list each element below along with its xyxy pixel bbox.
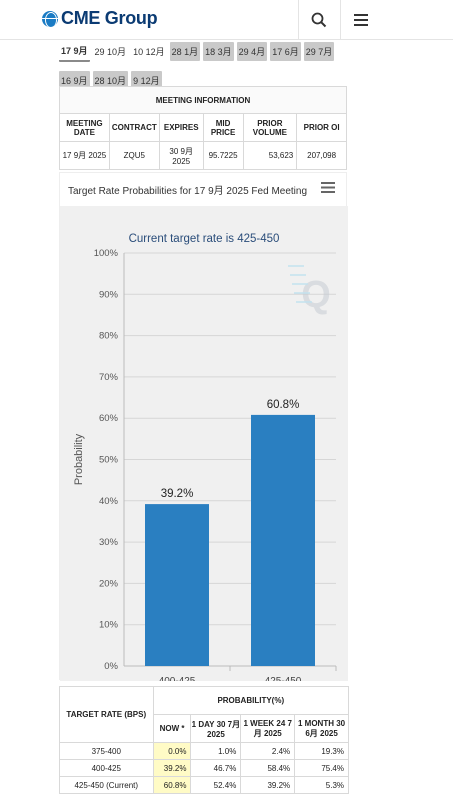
svg-text:Q: Q bbox=[301, 274, 331, 316]
hamburger-menu-icon bbox=[353, 14, 368, 26]
data-label: 39.2% bbox=[161, 488, 194, 500]
column-header: PRIOR OI bbox=[296, 113, 347, 142]
meeting-date-tab[interactable]: 10 12月 bbox=[131, 41, 167, 61]
x-tick-label: 400-425 bbox=[159, 676, 196, 681]
y-axis-title: Probability bbox=[73, 433, 85, 485]
target-rate-cell: 400-425 bbox=[59, 759, 154, 777]
chart-header-title: Target Rate Probabilities for 17 9月 2025… bbox=[68, 186, 308, 197]
mid-price-cell: 95.7225 bbox=[202, 141, 244, 170]
table-row: 17 9月 2025 ZQU5 30 9月 2025 95.7225 53,62… bbox=[59, 141, 347, 170]
probability-cell: 60.8% bbox=[152, 776, 192, 794]
tab-row: 17 9月 29 10月 10 12月 28 1月 18 3月 29 4月 17 6月 29 … bbox=[59, 40, 349, 62]
meeting-date-tab[interactable]: 29 10月 bbox=[92, 41, 129, 61]
meeting-date-tab[interactable]: 29 4月 bbox=[236, 41, 268, 61]
column-header: PRIOR VOLUME bbox=[242, 113, 298, 142]
table-row: 425-450 (Current) 60.8% 52.4% 39.2% 5.3% bbox=[59, 776, 349, 794]
probability-cell: 0.0% bbox=[152, 742, 192, 760]
y-tick-label: 30% bbox=[99, 537, 119, 548]
probability-cell: 39.2% bbox=[240, 776, 296, 794]
meeting-date-tabs: 17 9月 29 10月 10 12月 28 1月 18 3月 29 4月 17 6月 29 … bbox=[59, 40, 349, 98]
probability-cell: 39.2% bbox=[152, 759, 192, 777]
probability-cell: 5.3% bbox=[294, 776, 349, 794]
meeting-date-tab[interactable]: 17 6月 bbox=[270, 41, 301, 61]
cme-group-logo[interactable]: CME Group bbox=[42, 8, 158, 29]
target-rate-header: TARGET RATE (BPS) bbox=[59, 686, 154, 743]
prior-volume-cell: 53,623 bbox=[242, 141, 298, 170]
quikstrike-q-logo-icon: Q bbox=[288, 265, 331, 316]
y-tick-label: 70% bbox=[99, 372, 119, 383]
search-button[interactable] bbox=[298, 0, 338, 40]
column-header: CONTRACT bbox=[108, 113, 160, 142]
column-header-now: NOW * bbox=[152, 714, 192, 743]
meeting-date-tab[interactable]: 28 1月 bbox=[169, 41, 201, 61]
search-icon bbox=[311, 12, 326, 28]
column-header-1month: 1 MONTH 30 6月 2025 bbox=[294, 714, 349, 743]
y-tick-label: 20% bbox=[99, 578, 119, 589]
y-tick-label: 50% bbox=[99, 455, 119, 466]
target-rate-cell: 425-450 (Current) bbox=[59, 776, 154, 794]
meeting-date-tab[interactable]: 17 9月 bbox=[59, 40, 90, 62]
bar bbox=[145, 504, 209, 666]
hamburger-menu-icon bbox=[321, 182, 335, 193]
probability-cell: 52.4% bbox=[190, 776, 242, 794]
globe-icon bbox=[42, 10, 58, 27]
meeting-date-cell: 17 9月 2025 bbox=[59, 141, 110, 170]
y-tick-label: 80% bbox=[99, 331, 119, 342]
table-row: 400-425 39.2% 46.7% 58.4% 75.4% bbox=[59, 759, 349, 777]
y-tick-label: 100% bbox=[94, 248, 119, 259]
y-tick-label: 0% bbox=[104, 661, 118, 672]
table-row: 375-400 0.0% 1.0% 2.4% 19.3% bbox=[59, 742, 349, 760]
menu-button[interactable] bbox=[340, 0, 380, 40]
meeting-date-tab[interactable]: 18 3月 bbox=[203, 41, 234, 61]
site-header: CME Group bbox=[0, 0, 453, 40]
expires-cell: 30 9月 2025 bbox=[158, 141, 204, 170]
meeting-date-tab[interactable]: 9 12月 bbox=[131, 70, 162, 90]
probability-cell: 1.0% bbox=[190, 742, 242, 760]
probability-cell: 75.4% bbox=[294, 759, 349, 777]
target-rate-chart: Target Rate Probabilities for 17 9月 2025… bbox=[59, 172, 348, 681]
prior-oi-cell: 207,098 bbox=[296, 141, 347, 170]
data-label: 60.8% bbox=[267, 399, 300, 411]
bar bbox=[251, 414, 315, 666]
logo-text: CME Group bbox=[61, 8, 158, 28]
bar-chart-svg: Current target rate is 425-450 0% 10% 20% 30… bbox=[73, 233, 337, 681]
column-header-1week: 1 WEEK 24 7月 2025 bbox=[240, 714, 296, 743]
column-header: MEETING DATE bbox=[59, 113, 110, 142]
column-header-1day: 1 DAY 30 7月 2025 bbox=[190, 714, 242, 743]
meeting-information-table: MEETING INFORMATION MEETING DATE CONTRAC… bbox=[59, 86, 347, 170]
y-tick-label: 90% bbox=[99, 289, 119, 300]
probability-cell: 2.4% bbox=[240, 742, 296, 760]
probability-cell: 46.7% bbox=[190, 759, 242, 777]
chart-menu-button[interactable] bbox=[320, 181, 336, 199]
column-header: EXPIRES bbox=[158, 113, 204, 142]
meeting-info-title: MEETING INFORMATION bbox=[59, 86, 347, 114]
y-tick-label: 10% bbox=[99, 620, 119, 631]
x-tick-label: 425-450 bbox=[265, 676, 302, 681]
y-tick-label: 60% bbox=[99, 413, 119, 424]
contract-cell: ZQU5 bbox=[108, 141, 160, 170]
column-header: MID PRICE bbox=[202, 113, 244, 142]
probability-header: PROBABILITY(%) bbox=[152, 686, 350, 715]
y-tick-label: 40% bbox=[99, 496, 119, 507]
target-rate-cell: 375-400 bbox=[59, 742, 154, 760]
meeting-date-tab[interactable]: 16 9月 bbox=[59, 70, 90, 90]
chart-subtitle: Current target rate is 425-450 bbox=[129, 233, 280, 245]
probability-cell: 58.4% bbox=[240, 759, 296, 777]
tab-row: 16 9月 28 10月 9 12月 bbox=[59, 69, 349, 91]
probability-table: TARGET RATE (BPS) PROBABILITY(%) NOW * 1… bbox=[59, 686, 350, 794]
probability-cell: 19.3% bbox=[294, 742, 349, 760]
meeting-date-tab[interactable]: 28 10月 bbox=[92, 70, 129, 90]
meeting-date-tab[interactable]: 29 7月 bbox=[303, 41, 335, 61]
